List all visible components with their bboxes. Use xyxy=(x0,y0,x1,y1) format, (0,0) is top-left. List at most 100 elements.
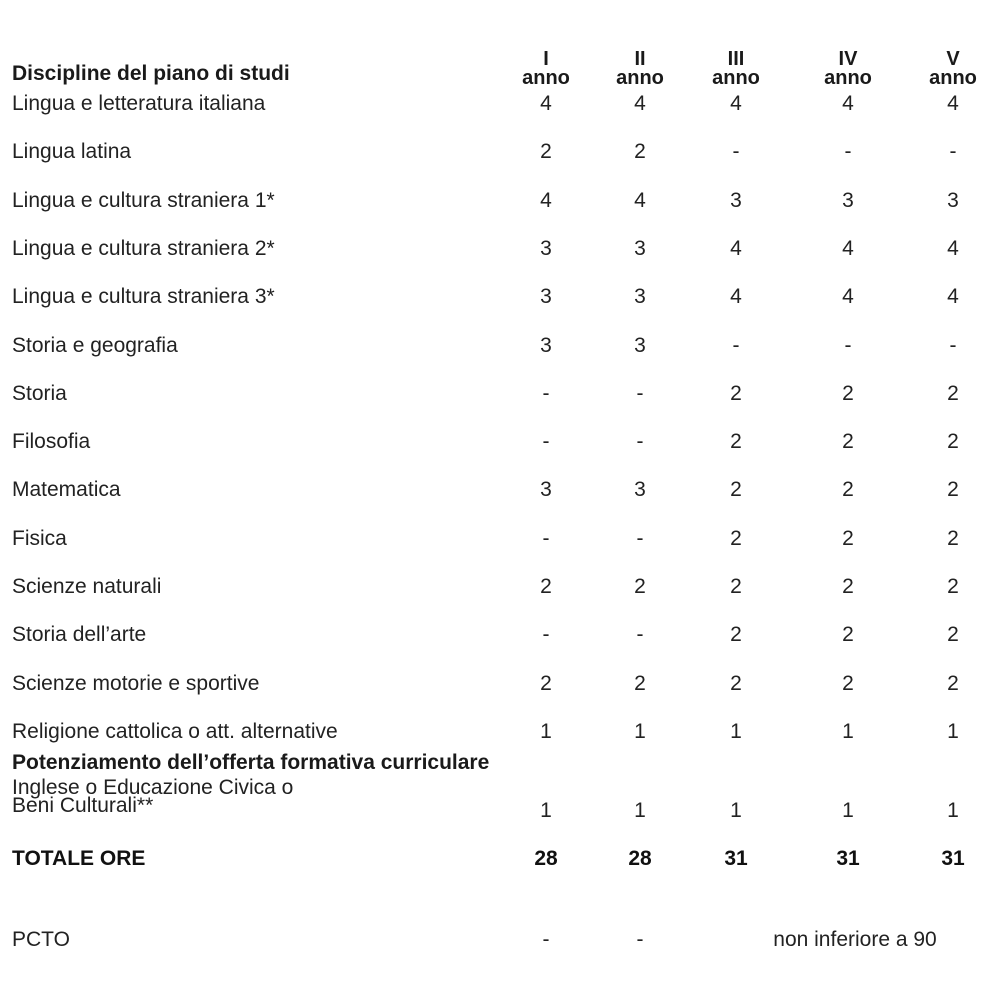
hours-cell: 3 xyxy=(540,478,552,502)
hours-cell: 2 xyxy=(634,575,646,598)
year-word: anno xyxy=(522,67,570,89)
subject-label: TOTALE ORE xyxy=(12,847,146,870)
hours-cell: - xyxy=(844,333,852,357)
hours-cell: 2 xyxy=(540,575,552,598)
subject-label: Scienze motorie e sportive xyxy=(12,671,260,695)
hours-cell: 2 xyxy=(947,671,959,695)
hours-cell: 2 xyxy=(730,671,742,695)
hours-cell: 4 xyxy=(540,188,552,212)
table-row: Storia e geografia 3 3 - - - xyxy=(0,334,1000,358)
year-word: anno xyxy=(824,67,872,89)
table-row: TOTALE ORE 28 28 31 31 31 xyxy=(0,847,1000,871)
hours-cell: 4 xyxy=(730,92,742,115)
hours-cell: 31 xyxy=(941,847,965,870)
subject-label: PCTO xyxy=(12,928,70,951)
hours-cell: 2 xyxy=(842,671,854,695)
hours-cell: 4 xyxy=(842,236,854,260)
hours-cell: 2 xyxy=(842,478,854,502)
hours-cell: 2 xyxy=(947,623,959,647)
hours-cell: - xyxy=(542,623,550,647)
hours-cell: - xyxy=(636,430,644,454)
hours-cell: 3 xyxy=(634,285,646,309)
hours-cell: 4 xyxy=(947,236,959,260)
hours-cell: 2 xyxy=(947,478,959,502)
hours-cell: 4 xyxy=(947,285,959,309)
table-row: Lingua e cultura straniera 3* 3 3 4 4 4 xyxy=(0,285,1000,309)
subject-label: Lingua e cultura straniera 1* xyxy=(12,188,275,212)
hours-cell: 31 xyxy=(836,847,860,870)
hours-cell: - xyxy=(732,140,740,164)
hours-cell: 28 xyxy=(534,847,558,870)
hours-cell: 28 xyxy=(628,847,652,870)
hours-cell: 1 xyxy=(540,719,552,743)
hours-cell: - xyxy=(542,928,550,951)
subject-label: Filosofia xyxy=(12,430,91,454)
table-title: Discipline del piano di studi xyxy=(12,62,290,85)
table-row: Storia dell’arte - - 2 2 2 xyxy=(0,623,1000,647)
year-word: anno xyxy=(712,67,760,89)
hours-cell: 4 xyxy=(634,188,646,212)
hours-cell: - xyxy=(636,928,644,951)
hours-cell: 3 xyxy=(634,333,646,357)
year-header: IV anno xyxy=(808,48,888,89)
year-roman: IV xyxy=(838,48,858,70)
hours-cell: 4 xyxy=(540,92,552,115)
hours-cell: 2 xyxy=(842,381,854,405)
pcto-span-value: non inferiore a 90 xyxy=(773,928,937,951)
subject-label: Lingua latina xyxy=(12,140,132,164)
table-row: Lingua e cultura straniera 1* 4 4 3 3 3 xyxy=(0,189,1000,213)
subject-label: Lingua e cultura straniera 3* xyxy=(12,285,275,309)
hours-cell: 2 xyxy=(634,140,646,164)
hours-cell: - xyxy=(542,430,550,454)
hours-cell: 2 xyxy=(540,140,552,164)
hours-cell: 2 xyxy=(947,526,959,550)
hours-cell: 2 xyxy=(842,623,854,647)
label-line: Inglese o Educazione Civica o xyxy=(12,776,294,799)
hours-cell: 3 xyxy=(540,333,552,357)
table-row: Fisica - - 2 2 2 xyxy=(0,527,1000,551)
potenziamento-label: Inglese o Educazione Civica o Beni Cultu… xyxy=(12,776,294,816)
hours-cell: 1 xyxy=(947,799,959,822)
year-header: III anno xyxy=(696,48,776,89)
year-word: anno xyxy=(616,67,664,89)
hours-cell: 1 xyxy=(842,719,854,743)
hours-cell: 2 xyxy=(947,381,959,405)
hours-cell: 2 xyxy=(730,526,742,550)
hours-cell: - xyxy=(542,381,550,405)
subject-label: Storia xyxy=(12,381,67,405)
hours-cell: 2 xyxy=(730,575,742,598)
subject-label: Fisica xyxy=(12,526,67,550)
hours-cell: 2 xyxy=(947,575,959,598)
hours-cell: 1 xyxy=(947,719,959,743)
hours-cell: 2 xyxy=(842,575,854,598)
hours-cell: 4 xyxy=(730,285,742,309)
hours-cell: - xyxy=(542,526,550,550)
table-row: 1 1 1 1 1 xyxy=(0,799,1000,823)
hours-cell: 3 xyxy=(634,478,646,502)
hours-cell: 4 xyxy=(842,285,854,309)
hours-cell: 1 xyxy=(730,799,742,822)
table-row: Scienze motorie e sportive 2 2 2 2 2 xyxy=(0,672,1000,696)
hours-cell: 1 xyxy=(730,719,742,743)
hours-cell: 4 xyxy=(730,236,742,260)
hours-cell: 2 xyxy=(947,430,959,454)
table-row: Lingua e cultura straniera 2* 3 3 4 4 4 xyxy=(0,237,1000,261)
hours-cell: 2 xyxy=(540,671,552,695)
hours-cell: 2 xyxy=(634,671,646,695)
hours-cell: 3 xyxy=(540,236,552,260)
hours-cell: 3 xyxy=(634,236,646,260)
table-row: Storia - - 2 2 2 xyxy=(0,382,1000,406)
hours-cell: 2 xyxy=(842,430,854,454)
hours-cell: 2 xyxy=(842,526,854,550)
table-row: Lingua latina 2 2 - - - xyxy=(0,140,1000,164)
table-row: PCTO - - non inferiore a 90 xyxy=(0,928,1000,952)
subject-label: Lingua e cultura straniera 2* xyxy=(12,236,275,260)
hours-cell: 1 xyxy=(540,799,552,822)
hours-cell: - xyxy=(949,140,957,164)
hours-cell: 3 xyxy=(540,285,552,309)
year-word: anno xyxy=(929,67,977,89)
year-roman: III xyxy=(727,48,745,70)
subject-label: Matematica xyxy=(12,478,121,502)
year-header: II anno xyxy=(600,49,680,89)
